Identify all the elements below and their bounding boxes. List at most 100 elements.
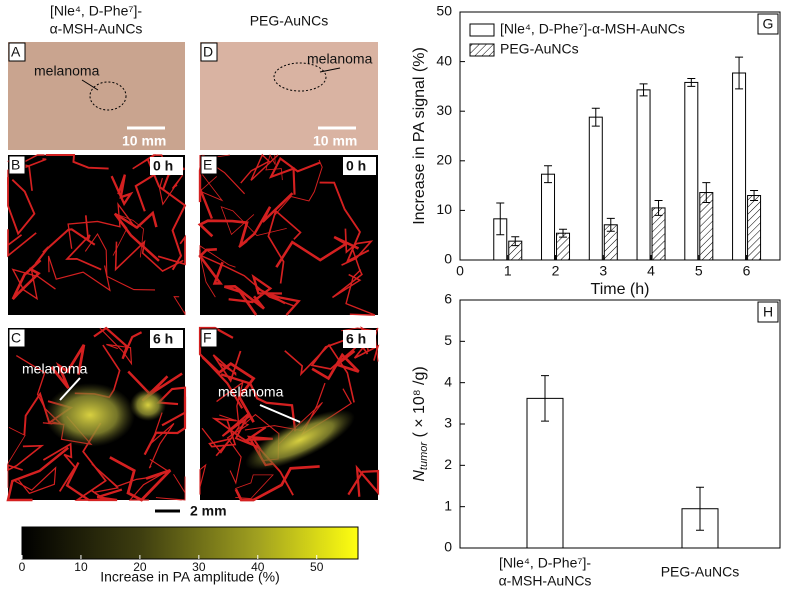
y-label-subscript: tumor [418,441,430,470]
vessel [99,327,133,366]
time-label: 0 h [346,158,366,174]
vessel [7,154,45,185]
column-title: [Nle⁴, D-Phe⁷]- [50,3,142,19]
panel-letter: F [203,330,212,346]
vessel [234,474,274,499]
time-label: 0 h [153,158,173,174]
vessel [275,235,360,268]
legend-label: [Nle⁴, D-Phe⁷]-α-MSH-AuNCs [500,21,685,37]
panel-letter: B [11,157,20,173]
vessel [268,156,321,195]
plot-frame [459,11,781,261]
error-bar [511,236,520,247]
y-tick-label: 2 [444,456,452,472]
x-tick-label: 2 [552,263,560,279]
error-bar [591,107,600,127]
vessel [113,210,160,262]
colorbar-tick-label: 20 [133,560,147,574]
vessel [7,426,26,488]
error-bar [606,217,615,232]
error-bar [559,228,568,238]
panel-letter: C [11,330,21,346]
column-title: α-MSH-AuNCs [50,21,143,37]
vessel [7,229,37,258]
vessel [319,181,370,264]
pa-images [6,153,380,502]
vessel [146,157,187,271]
annotation: melanoma [22,361,88,377]
vessel [128,458,169,501]
annotation: melanoma [307,51,373,67]
time-label: 6 h [346,331,366,347]
error-bar [654,199,663,216]
scale-label: 10 mm [313,133,357,149]
vessel [341,228,374,266]
x-tick-label: 5 [695,263,703,279]
panel-letter: G [763,16,774,32]
legend-swatch [469,23,495,37]
vessel [197,219,249,246]
y-tick-label: 30 [436,102,452,118]
vessel [157,234,186,266]
x-tick-label: 0 [456,263,464,279]
bar [588,116,603,261]
vessel [198,248,224,285]
vessel [50,344,86,390]
vessel [114,239,184,272]
x-tick-label: [Nle⁴, D-Phe⁷]- [499,555,591,571]
panel-letter: D [203,44,213,60]
vessel [112,213,144,258]
colorbar-tick-label: 40 [251,560,265,574]
y-axis-label: Ntumor ( × 10⁸ /g) [411,366,430,481]
vessel [198,326,244,409]
error-bar [696,486,704,531]
error-bar [544,165,553,184]
bar [684,81,699,261]
signal [245,409,355,471]
outline [89,81,127,111]
signal [45,383,135,447]
x-tick-label: α-MSH-AuNCs [499,573,592,589]
panel-letter: E [203,157,212,173]
bar [636,89,651,261]
vessel [110,174,134,207]
vessel [155,474,186,501]
vessel [173,296,186,315]
y-axis-label: Increase in PA signal (%) [411,47,428,225]
time-label: 6 h [153,331,173,347]
arrow [81,79,99,91]
vessel [201,380,244,454]
bar [541,173,556,261]
arrow [59,377,81,401]
x-tick-label: 6 [743,263,751,279]
panel-letter: A [11,44,21,60]
annotation: melanoma [218,384,284,400]
y-tick-label: 5 [444,332,452,348]
vessel [345,269,376,316]
y-tick-label: 1 [444,497,452,513]
x-tick-label: 4 [647,263,655,279]
vessel [347,464,380,497]
colorbar-tick-label: 50 [310,560,324,574]
letters: A B C D E F 0 h 0 h 6 h 6 h [8,42,376,348]
vessel [199,463,207,495]
vessel [93,326,143,360]
y-tick-label: 4 [444,373,452,389]
panel-box [757,301,779,323]
vessel [267,209,302,284]
vessel [45,154,109,170]
vessel [238,192,294,249]
error-bar [750,190,759,201]
vessel [84,232,156,291]
vessel [91,463,154,493]
vessel [34,228,96,265]
vessel [228,273,282,304]
colorbar-tick-label: 30 [192,560,206,574]
error-bar [702,182,711,203]
outline [273,62,327,92]
error-bar [687,77,696,87]
vessel [7,177,36,236]
y-tick-label: 50 [436,3,452,19]
colorbar-label: Increase in PA amplitude (%) [100,569,280,585]
